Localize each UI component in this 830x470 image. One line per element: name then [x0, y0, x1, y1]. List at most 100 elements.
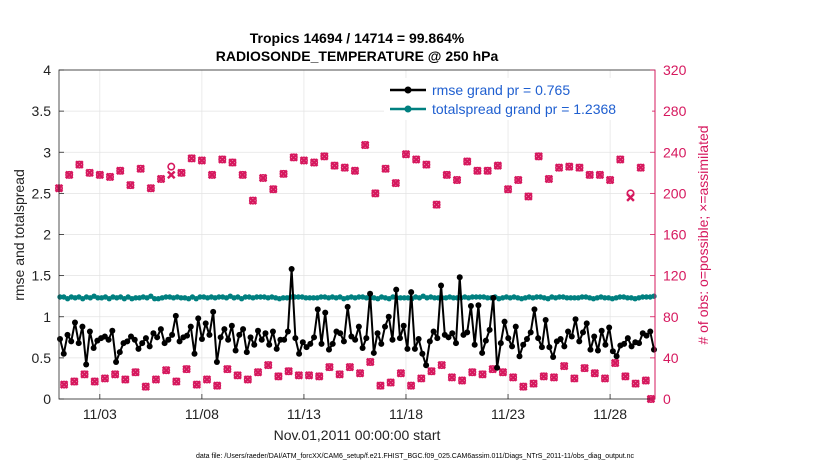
obs-assimilated-marker [304, 371, 314, 380]
rmse-point [221, 326, 228, 333]
rmse-point [572, 316, 579, 323]
spread-point [178, 295, 184, 301]
spread-point [617, 294, 623, 300]
obs-assimilated-marker [228, 158, 237, 167]
obs-assimilated-marker [513, 175, 523, 185]
rmse-point [587, 346, 594, 353]
rmse-point [284, 328, 291, 335]
obs-possible-marker [172, 377, 181, 386]
rmse-point [288, 266, 295, 273]
obs-assimilated-marker [616, 155, 625, 164]
rmse-point [195, 315, 202, 322]
rmse-point [426, 338, 433, 345]
obs-possible-marker [407, 381, 416, 390]
spread-point [579, 294, 585, 300]
y-left-tick-label: 2.5 [32, 185, 52, 201]
rmse-point [113, 358, 120, 365]
obs-assimilated-marker [141, 382, 150, 391]
obs-possible-marker [264, 361, 273, 370]
legend-spread-label: totalspread grand pr = 1.2368 [432, 101, 616, 117]
spread-point [132, 295, 139, 301]
x-tick-label: 11/18 [389, 406, 423, 422]
obs-possible-marker [213, 381, 222, 390]
obs-assimilated-marker [544, 174, 554, 184]
obs-assimilated-marker [340, 163, 350, 172]
rmse-point [411, 345, 418, 352]
rmse-point [363, 335, 370, 342]
rmse-point [165, 336, 172, 343]
obs-assimilated-marker [391, 178, 401, 188]
obs-assimilated-marker [182, 364, 191, 374]
obs-assimilated-marker [263, 360, 273, 370]
obs-assimilated-marker [172, 377, 181, 386]
obs-assimilated-marker [202, 375, 212, 384]
obs-assimilated-marker [105, 172, 115, 182]
rmse-point [228, 322, 235, 329]
obs-assimilated-marker [631, 379, 640, 388]
obs-assimilated-marker [366, 357, 375, 367]
rmse-point [83, 361, 90, 368]
obs-assimilated-marker [483, 166, 492, 176]
rmse-point [568, 333, 575, 340]
rmse-point [202, 320, 209, 327]
obs-assimilated-marker [350, 166, 360, 176]
rmse-point [557, 335, 564, 342]
rmse-point [255, 327, 262, 334]
obs-assimilated-marker [299, 156, 309, 165]
obs-assimilated-marker [248, 196, 258, 205]
rmse-point [139, 340, 146, 347]
obs-possible-marker [514, 176, 523, 185]
rmse-point [57, 335, 64, 342]
obs-assimilated-marker [508, 373, 518, 382]
spread-point [639, 294, 646, 300]
obs-assimilated-marker [524, 192, 533, 201]
spread-point [356, 294, 362, 300]
rmse-point [501, 318, 508, 325]
obs-assimilated-marker [192, 380, 202, 389]
obs-assimilated-marker [498, 368, 508, 377]
obs-assimilated-marker [371, 189, 380, 198]
obs-assimilated-marker [253, 368, 263, 377]
obs-possible-marker [447, 373, 456, 382]
obs-possible-marker [437, 361, 446, 370]
obs-possible-marker [121, 375, 130, 384]
rmse-point [396, 335, 403, 342]
obs-assimilated-marker [590, 369, 600, 378]
rmse-point [184, 332, 191, 339]
rmse-point [329, 340, 336, 347]
spread-point [254, 294, 260, 300]
rmse-point [467, 303, 474, 310]
rmse-line [59, 268, 655, 369]
rmse-point [176, 338, 183, 345]
rmse-point [359, 345, 366, 352]
rmse-point [116, 349, 123, 356]
spread-point [469, 294, 476, 300]
legend-spread-marker [404, 105, 412, 113]
chart-title-line1: Tropics 14694 / 14714 = 99.864% [250, 30, 465, 46]
y-right-tick-label: 280 [663, 103, 687, 119]
obs-possible-marker [345, 363, 354, 372]
rmse-point [449, 330, 456, 337]
obs-assimilated-marker [243, 375, 253, 384]
obs-assimilated-marker [279, 169, 288, 179]
obs-assimilated-marker [406, 381, 416, 390]
obs-possible-marker [396, 369, 405, 378]
rmse-point [430, 328, 437, 335]
rmse-point [628, 343, 635, 350]
obs-possible-marker [299, 156, 308, 165]
rmse-point [157, 326, 164, 333]
obs-assimilated-marker [325, 362, 334, 372]
obs-assimilated-marker [289, 153, 298, 162]
obs-possible-marker [305, 371, 314, 380]
obs-possible-marker [371, 189, 380, 198]
rmse-point [243, 349, 250, 356]
obs-assimilated-marker [126, 180, 135, 190]
obs-assimilated-marker [442, 170, 452, 180]
rmse-point [269, 328, 276, 335]
series-lines [57, 266, 657, 371]
obs-assimilated-marker [269, 185, 278, 194]
spread-point [450, 295, 457, 301]
y-left-tick-label: 0 [43, 391, 51, 407]
rmse-point [240, 326, 247, 333]
